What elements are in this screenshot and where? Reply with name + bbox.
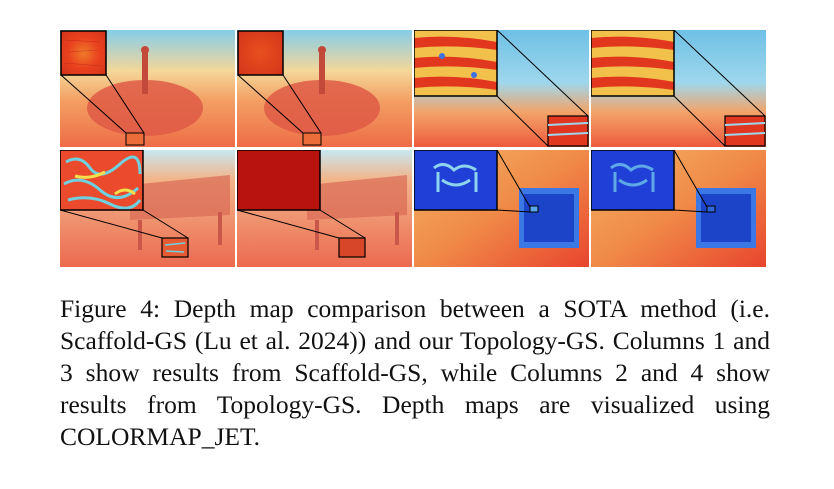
depth-map-figure-grid bbox=[60, 30, 768, 268]
depth-map-image bbox=[60, 150, 235, 267]
caption-line-3: Columns 1 and 3 show results from Scaffo… bbox=[60, 326, 770, 387]
panel-row1-col2 bbox=[237, 30, 412, 147]
panel-row1-col3 bbox=[414, 30, 589, 147]
caption-line-2: (i.e. Scaffold-GS (Lu et al. 2024)) and … bbox=[60, 294, 770, 355]
panel-row1-col4 bbox=[591, 30, 766, 147]
caption-line-4: Columns 2 and 4 show results from Topolo… bbox=[60, 358, 771, 419]
depth-map-image bbox=[414, 150, 589, 267]
depth-map-image bbox=[60, 30, 235, 147]
depth-map-image bbox=[237, 150, 412, 267]
figure-caption: Figure 4: Depth map comparison between a… bbox=[60, 293, 770, 453]
depth-map-image bbox=[591, 150, 766, 267]
panel-row2-col1 bbox=[60, 150, 235, 267]
depth-map-image bbox=[237, 30, 412, 147]
panel-row1-col1 bbox=[60, 30, 235, 147]
caption-line-1: Figure 4: Depth map comparison between a… bbox=[60, 294, 717, 323]
depth-map-image bbox=[414, 30, 589, 147]
caption-line-5: maps are visualized using COLORMAP_JET. bbox=[60, 390, 770, 451]
panel-row2-col3 bbox=[414, 150, 589, 267]
depth-map-image bbox=[591, 30, 766, 147]
panel-row2-col4 bbox=[591, 150, 766, 267]
panel-row2-col2 bbox=[237, 150, 412, 267]
